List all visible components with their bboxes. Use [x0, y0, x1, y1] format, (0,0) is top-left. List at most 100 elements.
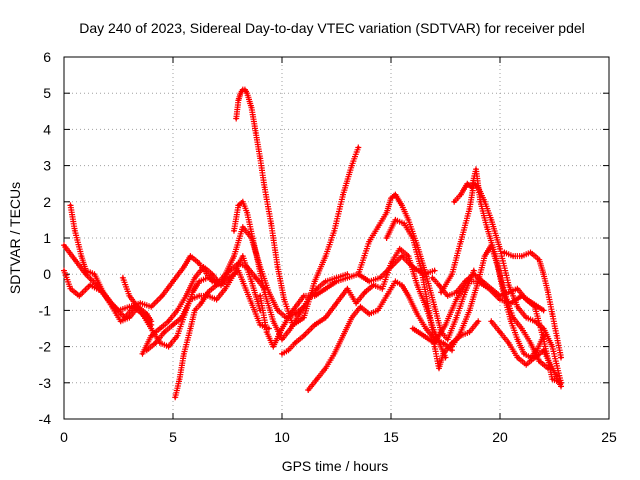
data-point [542, 272, 546, 276]
data-point [175, 308, 179, 312]
data-point [550, 377, 554, 381]
data-point [546, 290, 550, 294]
series-track-12 [305, 278, 455, 393]
data-point [149, 327, 153, 330]
y-tick-label: -1 [39, 302, 52, 318]
series-track-14 [383, 216, 482, 372]
data-point [232, 254, 236, 258]
data-point [533, 355, 537, 359]
data-point [258, 294, 262, 298]
data-point [62, 269, 66, 273]
data-point [542, 327, 546, 330]
data-point [542, 334, 546, 338]
data-point [324, 279, 328, 283]
data-point [467, 207, 471, 211]
plus-markers [451, 166, 551, 372]
series-track-19 [451, 166, 551, 372]
data-point [167, 319, 171, 323]
data-point [476, 319, 480, 323]
data-point [276, 265, 280, 269]
data-point [515, 305, 519, 309]
data-point [367, 312, 371, 316]
data-point [467, 330, 471, 334]
data-point [402, 222, 406, 226]
data-point [422, 334, 426, 338]
data-point [385, 294, 389, 298]
data-point [522, 352, 526, 356]
data-point [249, 279, 253, 283]
data-point [210, 272, 214, 276]
data-point [463, 290, 467, 294]
data-point [249, 106, 253, 110]
data-point [406, 294, 410, 298]
x-tick-label: 25 [601, 429, 617, 445]
data-point [470, 185, 474, 189]
data-point [529, 341, 533, 345]
data-point [243, 88, 247, 92]
data-point [199, 301, 203, 305]
y-tick-label: 2 [43, 194, 51, 210]
data-point [73, 229, 77, 233]
data-point [193, 308, 197, 312]
data-point [332, 352, 336, 356]
data-point [529, 250, 533, 254]
data-point [441, 352, 445, 356]
data-point [515, 287, 519, 291]
data-point [302, 294, 306, 298]
chart-title: Day 240 of 2023, Sidereal Day-to-day VTE… [79, 20, 585, 36]
data-point [550, 366, 554, 370]
y-tick-label: -4 [39, 411, 52, 427]
data-point [69, 287, 73, 291]
data-point [138, 301, 142, 305]
data-point [433, 305, 437, 309]
data-point [350, 164, 354, 168]
data-point [184, 294, 188, 298]
data-point [489, 287, 493, 291]
data-point [234, 117, 238, 121]
data-point [546, 366, 550, 370]
data-point [550, 345, 554, 349]
data-point [84, 269, 88, 273]
data-point [446, 337, 450, 341]
data-point [167, 345, 171, 349]
data-point [324, 366, 328, 370]
data-point [193, 276, 197, 280]
data-point [191, 290, 195, 294]
data-point [400, 254, 404, 258]
data-point [367, 279, 371, 283]
data-point [498, 294, 502, 298]
data-point [77, 294, 81, 298]
data-point [367, 240, 371, 244]
data-point [542, 348, 546, 352]
data-point [507, 341, 511, 345]
data-point [223, 287, 227, 291]
data-point [223, 272, 227, 276]
data-point [533, 305, 537, 309]
data-point [138, 308, 142, 312]
data-point [121, 276, 125, 280]
data-point [524, 316, 528, 320]
data-point [282, 298, 286, 302]
data-point [433, 345, 437, 349]
data-point [420, 269, 424, 273]
data-point [437, 283, 441, 287]
data-point [450, 348, 454, 352]
data-point [341, 334, 345, 338]
data-point [380, 287, 384, 291]
data-point [542, 308, 546, 312]
data-point [363, 290, 367, 294]
data-point [232, 272, 236, 276]
data-point [263, 290, 267, 294]
data-point [472, 272, 476, 276]
data-point [494, 254, 498, 258]
series-track-7 [172, 224, 307, 401]
data-point [140, 352, 144, 356]
data-point [93, 272, 97, 276]
data-point [485, 225, 489, 229]
data-point [145, 312, 149, 316]
data-point [520, 254, 524, 258]
data-point [406, 254, 410, 258]
data-point [533, 319, 537, 323]
x-tick-label: 5 [169, 429, 177, 445]
data-point [171, 323, 175, 327]
